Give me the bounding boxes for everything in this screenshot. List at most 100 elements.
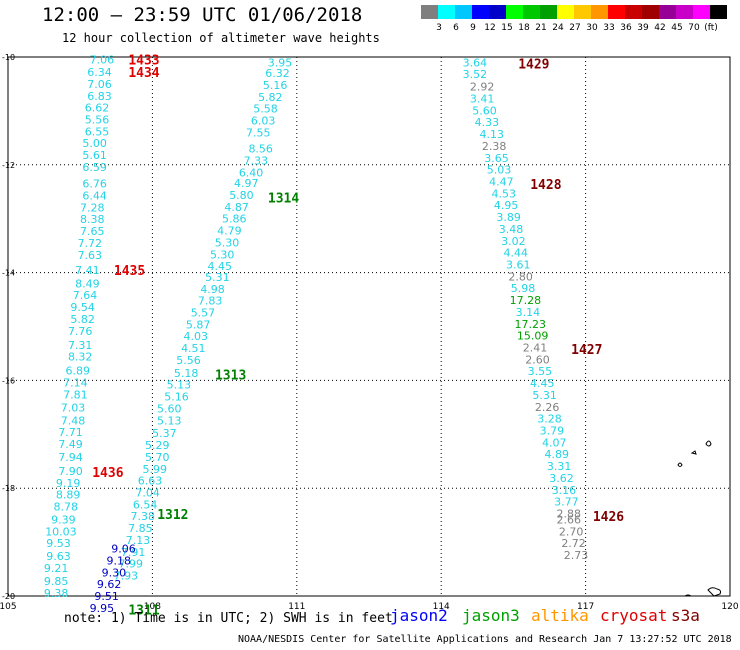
wave-height-value: 5.70	[145, 451, 170, 464]
wave-height-value: 4.03	[183, 330, 208, 343]
legend-label: 45	[671, 23, 683, 33]
wave-height-value: 3.61	[506, 259, 531, 272]
wave-height-value: 9.95	[90, 602, 115, 615]
wave-height-value: 2.60	[525, 353, 550, 366]
wave-height-value: 9.63	[46, 550, 71, 563]
wave-height-value: 7.83	[198, 295, 223, 308]
legend-swatch	[438, 5, 455, 19]
wave-height-value: 5.30	[215, 236, 240, 249]
wave-height-value: 4.13	[479, 128, 504, 141]
map-frame	[7, 56, 731, 597]
wave-height-value: 6.63	[138, 475, 163, 488]
pass-number-label: 1434	[128, 66, 159, 81]
wave-height-value: 10.03	[45, 525, 77, 538]
wave-height-value: 4.79	[217, 225, 242, 238]
pass-number-label: 1433	[128, 54, 159, 69]
wave-height-value: 9.53	[46, 537, 71, 550]
wave-height-value: 2.38	[482, 140, 507, 153]
wave-height-value: 5.98	[511, 282, 536, 295]
legend-label: 36	[620, 23, 632, 33]
wave-height-value: 7.41	[75, 264, 100, 277]
wave-height-value: 9.54	[70, 301, 95, 314]
wave-height-value: 7.65	[80, 225, 105, 238]
wave-height-value: 5.13	[167, 379, 192, 392]
wave-height-value: 4.33	[475, 116, 500, 129]
wave-height-value: 7.93	[114, 570, 139, 583]
wave-height-value: 2.41	[523, 342, 548, 355]
wave-height-value: 5.86	[222, 213, 247, 226]
legend-swatch	[540, 5, 557, 19]
wave-height-value: 7.28	[80, 201, 105, 214]
wave-height-value: 9.06	[111, 543, 136, 556]
wave-height-value: 4.45	[208, 260, 233, 273]
wave-height-value: 3.55	[528, 365, 553, 378]
wave-height-value: 3.79	[540, 425, 565, 438]
pass-number-label: 1428	[530, 178, 561, 193]
island-shape	[690, 450, 697, 455]
wave-height-value: 7.71	[58, 426, 83, 439]
map-grid	[8, 57, 730, 596]
wave-height-value: 5.57	[191, 306, 216, 319]
wave-height-value: 5.99	[143, 463, 168, 476]
wave-height-value: 7.72	[78, 237, 103, 250]
wave-height-value: 5.31	[205, 271, 230, 284]
wave-height-value: 5.60	[157, 402, 182, 415]
wave-height-value: 2.73	[564, 549, 589, 562]
wave-height-value: 5.31	[532, 389, 557, 402]
wave-height-value: 4.45	[530, 377, 555, 390]
wave-height-value: 2.72	[561, 537, 586, 550]
wave-height-value: 9.18	[106, 554, 131, 567]
wave-height-value: 5.13	[157, 414, 182, 427]
wave-height-value: 5.61	[82, 149, 107, 162]
wave-height-value: 5.56	[176, 354, 201, 367]
legend-swatch	[489, 5, 506, 19]
x-tick-label: 114	[433, 602, 450, 612]
legend-label: 70	[688, 23, 700, 33]
wave-height-value: 6.54	[133, 498, 158, 511]
pass-number-label: 1312	[157, 508, 188, 523]
wave-height-value: 4.07	[542, 436, 567, 449]
wave-height-value: 5.29	[145, 439, 170, 452]
wave-height-value: 8.32	[68, 351, 93, 364]
wave-height-value: 7.63	[78, 249, 103, 262]
wave-height-value: 7.48	[61, 414, 86, 427]
island-shapes	[677, 440, 722, 597]
legend-label: 9	[470, 23, 476, 33]
wave-height-value: 5.03	[487, 164, 512, 177]
wave-height-value: 7.14	[63, 377, 88, 390]
wave-height-value: 8.49	[75, 277, 100, 290]
wave-height-value: 6.03	[251, 115, 276, 128]
wave-height-value: 3.64	[463, 56, 488, 69]
wave-height-value: 3.77	[554, 496, 579, 509]
map-tick-labels: 105 108 111 114 117 120 -10 -12 -14 -16 -18 -20	[0, 53, 739, 612]
pass-number-label: 1427	[571, 343, 602, 358]
wave-height-value: 7.99	[118, 558, 143, 571]
legend-label: (ft)	[704, 23, 718, 33]
map-subtitle: 12 hour collection of altimeter wave hei…	[62, 31, 380, 45]
legend-label: 24	[552, 23, 564, 33]
wave-height-value: 2.80	[508, 270, 533, 283]
legend-swatch	[506, 5, 523, 19]
legend-label: 18	[518, 23, 530, 33]
wave-height-value: 4.47	[489, 176, 514, 189]
wave-height-value: 9.39	[51, 513, 76, 526]
altimeter-tracks: 7.066.347.066.836.625.566.555.005.616.59…	[44, 54, 588, 615]
legend-swatch	[557, 5, 574, 19]
wave-height-value: 7.91	[121, 546, 146, 559]
wave-height-value: 5.56	[85, 114, 110, 127]
pass-number-label: 1311	[128, 603, 159, 618]
x-tick-label: 111	[288, 602, 305, 612]
wave-height-value: 2.70	[559, 525, 584, 538]
legend-swatch	[455, 5, 472, 19]
wave-height-value: 5.30	[210, 248, 235, 261]
wave-height-value: 5.16	[164, 391, 189, 404]
wave-height-value: 9.51	[94, 590, 119, 603]
wave-height-value: 6.32	[265, 67, 290, 80]
wave-height-value: 2.66	[557, 513, 582, 526]
wave-height-value: 6.55	[85, 125, 110, 138]
wave-height-value: 7.33	[244, 154, 269, 167]
legend-label: 33	[603, 23, 615, 33]
wave-height-value: 4.53	[492, 187, 517, 200]
y-tick-label: -16	[2, 376, 15, 385]
